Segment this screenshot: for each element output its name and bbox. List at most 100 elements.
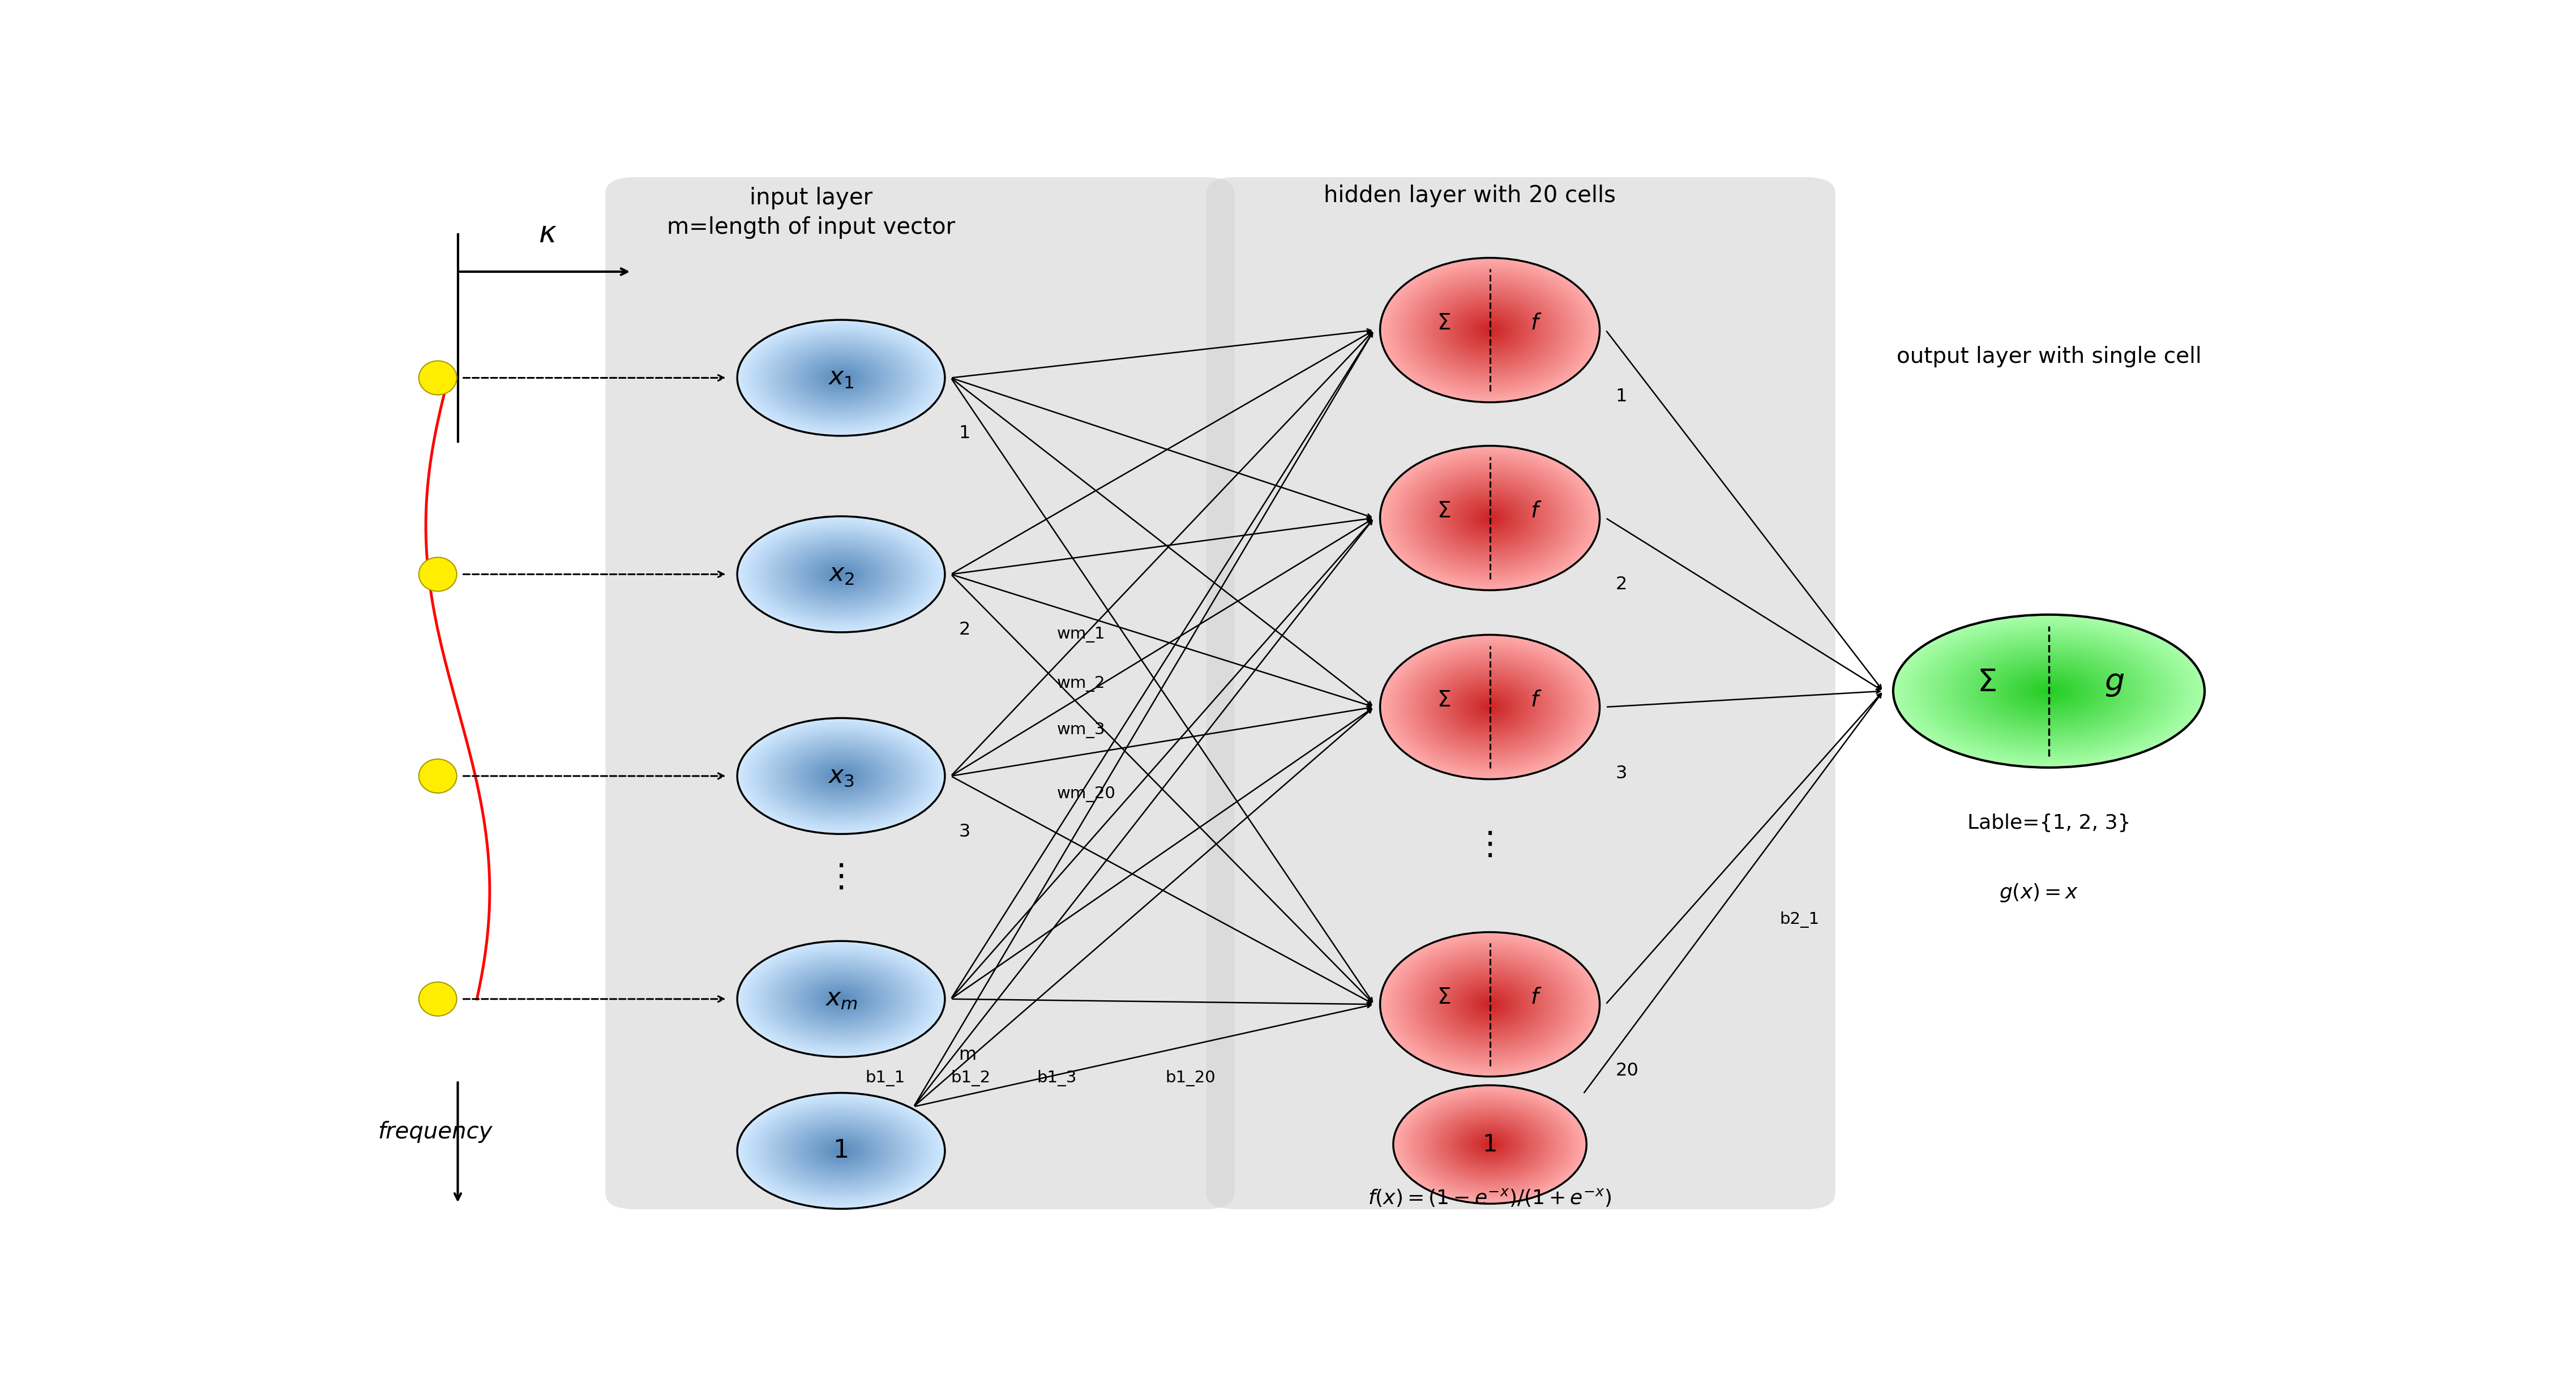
Ellipse shape [1414, 280, 1566, 381]
Ellipse shape [1404, 462, 1574, 574]
Ellipse shape [757, 528, 925, 621]
Ellipse shape [739, 943, 943, 1055]
Ellipse shape [819, 367, 863, 389]
Ellipse shape [796, 752, 886, 801]
Ellipse shape [2007, 670, 2089, 712]
Ellipse shape [793, 750, 889, 803]
Ellipse shape [809, 980, 873, 1018]
Ellipse shape [1445, 1117, 1535, 1172]
Ellipse shape [773, 1113, 909, 1189]
Ellipse shape [1422, 960, 1558, 1049]
Ellipse shape [1476, 1136, 1504, 1153]
Ellipse shape [824, 767, 858, 786]
Ellipse shape [1904, 619, 2195, 763]
Ellipse shape [1417, 956, 1564, 1054]
Ellipse shape [1466, 502, 1515, 534]
Ellipse shape [827, 370, 855, 386]
Ellipse shape [829, 568, 853, 581]
Text: $\Sigma$: $\Sigma$ [1437, 690, 1450, 712]
Text: 3: 3 [1615, 765, 1628, 782]
Ellipse shape [1396, 269, 1584, 392]
Ellipse shape [1466, 314, 1515, 346]
Ellipse shape [791, 971, 891, 1027]
Ellipse shape [1422, 285, 1558, 375]
Ellipse shape [1409, 1095, 1569, 1194]
Ellipse shape [1455, 980, 1525, 1027]
Ellipse shape [804, 356, 878, 400]
Ellipse shape [1484, 514, 1497, 521]
Ellipse shape [1391, 939, 1589, 1069]
Ellipse shape [1906, 622, 2190, 761]
Ellipse shape [765, 335, 917, 421]
Ellipse shape [1473, 1135, 1507, 1154]
Ellipse shape [1968, 652, 2128, 729]
Ellipse shape [791, 1123, 891, 1179]
Ellipse shape [1450, 1121, 1528, 1168]
Ellipse shape [819, 1139, 863, 1162]
Ellipse shape [827, 768, 855, 785]
Ellipse shape [1427, 963, 1553, 1045]
Ellipse shape [1399, 458, 1582, 578]
Text: frequency: frequency [379, 1121, 492, 1143]
Ellipse shape [739, 519, 943, 630]
Ellipse shape [1463, 312, 1517, 348]
Ellipse shape [1432, 480, 1548, 556]
Ellipse shape [744, 945, 938, 1054]
Ellipse shape [1917, 626, 2179, 756]
Ellipse shape [1461, 310, 1520, 350]
FancyBboxPatch shape [605, 177, 1234, 1209]
Ellipse shape [806, 1131, 876, 1171]
Ellipse shape [1399, 648, 1582, 767]
Ellipse shape [1945, 640, 2154, 742]
Ellipse shape [1458, 983, 1522, 1026]
Ellipse shape [1461, 985, 1520, 1025]
Ellipse shape [1466, 1129, 1515, 1160]
Ellipse shape [817, 1138, 866, 1164]
Ellipse shape [2022, 677, 2076, 705]
Ellipse shape [827, 565, 855, 582]
Ellipse shape [1473, 319, 1507, 341]
Ellipse shape [804, 978, 878, 1020]
Ellipse shape [1935, 634, 2164, 747]
Text: 1: 1 [1615, 387, 1628, 405]
Ellipse shape [809, 556, 873, 593]
Ellipse shape [750, 523, 933, 626]
Ellipse shape [1440, 485, 1540, 550]
Ellipse shape [1430, 291, 1551, 370]
Ellipse shape [747, 521, 935, 627]
Ellipse shape [1394, 1085, 1587, 1204]
Ellipse shape [775, 739, 907, 812]
Ellipse shape [796, 974, 886, 1023]
Ellipse shape [739, 321, 943, 434]
Ellipse shape [773, 339, 909, 416]
Ellipse shape [811, 982, 871, 1015]
Ellipse shape [1432, 967, 1548, 1043]
Ellipse shape [1463, 501, 1517, 536]
Ellipse shape [814, 363, 868, 393]
Ellipse shape [1414, 656, 1566, 757]
Ellipse shape [1476, 996, 1504, 1014]
Ellipse shape [1422, 1102, 1558, 1187]
Text: 3: 3 [958, 823, 971, 841]
Ellipse shape [768, 336, 914, 419]
Ellipse shape [781, 541, 902, 607]
Ellipse shape [796, 549, 886, 598]
Ellipse shape [1437, 484, 1543, 553]
Ellipse shape [1468, 990, 1512, 1019]
Ellipse shape [1468, 1131, 1512, 1158]
Ellipse shape [1443, 299, 1535, 361]
Ellipse shape [1455, 495, 1525, 542]
Ellipse shape [1381, 445, 1600, 590]
Ellipse shape [1448, 978, 1530, 1031]
Ellipse shape [750, 1099, 933, 1202]
Ellipse shape [781, 965, 902, 1031]
Ellipse shape [824, 1140, 858, 1161]
Ellipse shape [2017, 676, 2079, 706]
Ellipse shape [739, 720, 943, 833]
Ellipse shape [1981, 658, 2117, 725]
Ellipse shape [1448, 303, 1530, 357]
Ellipse shape [791, 546, 891, 603]
Ellipse shape [1406, 276, 1571, 385]
Ellipse shape [1976, 655, 2123, 727]
Ellipse shape [755, 330, 927, 426]
